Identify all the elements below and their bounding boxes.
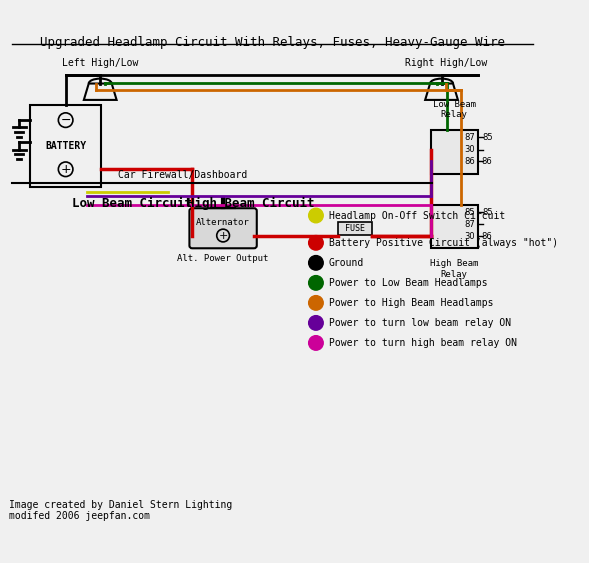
Text: Low Beam Circuit: Low Beam Circuit	[72, 197, 192, 211]
Circle shape	[309, 235, 323, 250]
Text: Headlamp On-Off Switch Circuit: Headlamp On-Off Switch Circuit	[329, 211, 505, 221]
Text: 87: 87	[465, 133, 475, 142]
Text: Upgraded Headlamp Circuit With Relays, Fuses, Heavy-Gauge Wire: Upgraded Headlamp Circuit With Relays, F…	[39, 36, 505, 49]
Text: High Beam Circuit: High Beam Circuit	[187, 197, 314, 211]
Text: 86: 86	[482, 231, 492, 240]
Text: +: +	[60, 163, 71, 176]
Circle shape	[309, 275, 323, 290]
Text: 30: 30	[465, 231, 475, 240]
Text: 86: 86	[482, 157, 492, 166]
Text: Power to High Beam Headlamps: Power to High Beam Headlamps	[329, 298, 493, 308]
Text: 30: 30	[465, 145, 475, 154]
Text: Left High/Low: Left High/Low	[62, 58, 138, 68]
Text: Power to Low Beam Headlamps: Power to Low Beam Headlamps	[329, 278, 487, 288]
Circle shape	[309, 256, 323, 270]
Text: −: −	[61, 114, 71, 127]
Text: Battery Positive Circuit (always "hot"): Battery Positive Circuit (always "hot")	[329, 238, 558, 248]
Text: High Beam
Relay: High Beam Relay	[430, 259, 478, 279]
Text: 87: 87	[465, 220, 475, 229]
Text: Car Firewall/Dashboard: Car Firewall/Dashboard	[118, 170, 247, 180]
Text: FUSE: FUSE	[345, 224, 365, 233]
FancyBboxPatch shape	[431, 204, 478, 248]
Circle shape	[309, 296, 323, 310]
FancyBboxPatch shape	[190, 208, 257, 248]
Text: Low Beam
Relay: Low Beam Relay	[433, 100, 476, 119]
Text: 85: 85	[465, 208, 475, 217]
FancyBboxPatch shape	[337, 222, 372, 235]
Text: 85: 85	[482, 208, 492, 217]
Text: BATTERY: BATTERY	[45, 141, 86, 151]
Circle shape	[309, 208, 323, 223]
Text: Power to turn low beam relay ON: Power to turn low beam relay ON	[329, 318, 511, 328]
Circle shape	[309, 336, 323, 350]
Circle shape	[309, 316, 323, 330]
Text: Image created by Daniel Stern Lighting
modifed 2006 jeepfan.com: Image created by Daniel Stern Lighting m…	[9, 500, 233, 521]
Text: 86: 86	[465, 157, 475, 166]
Text: Alternator: Alternator	[196, 218, 250, 227]
Text: 85: 85	[482, 133, 492, 142]
FancyBboxPatch shape	[431, 130, 478, 173]
Text: +: +	[219, 230, 228, 240]
Text: Right High/Low: Right High/Low	[405, 58, 487, 68]
Text: Power to turn high beam relay ON: Power to turn high beam relay ON	[329, 338, 517, 348]
Text: Ground: Ground	[329, 258, 364, 268]
Text: Alt. Power Output: Alt. Power Output	[177, 254, 269, 263]
